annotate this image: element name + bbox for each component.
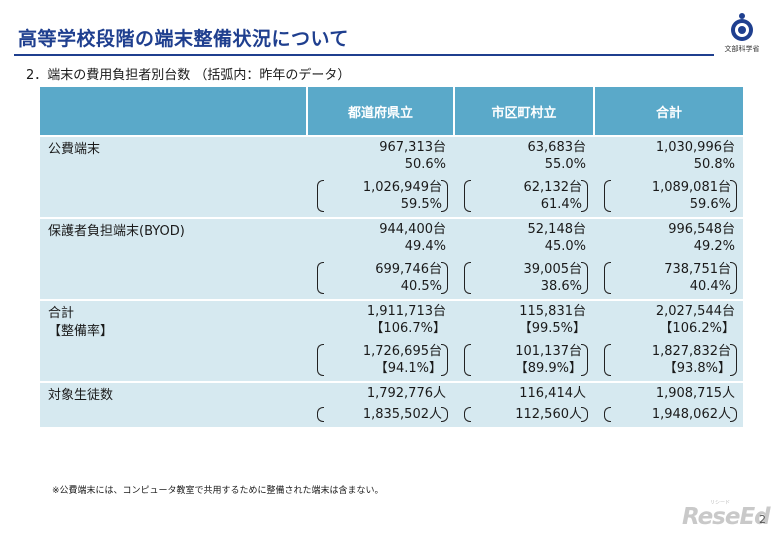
previous-year-value: 1,089,081台 59.6%	[602, 179, 737, 213]
footnote: ※公費端末には、コンピュータ教室で共用するために整備された端末は含まない。	[52, 486, 384, 496]
page-number: 2	[759, 513, 766, 526]
table-cell: 2,027,544台 【106.2%】 1,827,832台 【93.8%】	[594, 299, 743, 382]
prev-percent: 【93.8%】	[663, 361, 731, 376]
page-title: 高等学校段階の端末整備状況について	[18, 28, 349, 50]
mext-logo: 文部科学省	[716, 12, 768, 54]
row-label: 保護者負担端末(BYOD)	[40, 217, 307, 300]
watermark-kana: リシード	[710, 500, 731, 506]
value-count: 2,027,544台	[655, 304, 735, 319]
prev-count: 39,005台	[523, 262, 583, 277]
value-percent: 45.0%	[544, 239, 586, 254]
row-label: 対象生徒数	[40, 381, 307, 427]
value-count: 115,831台	[519, 304, 586, 319]
header-blank	[40, 87, 308, 136]
value-percent: 【106.2%】	[659, 321, 735, 336]
value-count: 944,400台	[379, 222, 446, 237]
previous-year-value: 1,026,949台 59.5%	[315, 179, 448, 213]
prev-student-count: 112,560人	[515, 407, 582, 422]
table-row: 保護者負担端末(BYOD) 944,400台 49.4% 699,746台 40…	[40, 217, 743, 300]
title-underline	[14, 54, 714, 56]
student-count: 1,792,776人	[366, 386, 446, 401]
prev-percent: 40.5%	[400, 279, 442, 294]
header-prefectural: 都道府県立	[307, 87, 455, 136]
table-row: 対象生徒数 1,792,776人 1,835,502人 116,414人 112…	[40, 381, 743, 427]
prev-student-count: 1,948,062人	[651, 407, 731, 422]
table-cell: 1,792,776人 1,835,502人	[307, 381, 454, 427]
prev-percent: 【94.1%】	[374, 361, 442, 376]
header-municipal: 市区町村立	[454, 87, 595, 136]
previous-year-value: 112,560人	[462, 406, 588, 423]
previous-year-value: 738,751台 40.4%	[602, 261, 737, 295]
value-count: 1,911,713台	[366, 304, 446, 319]
previous-year-value: 699,746台 40.5%	[315, 261, 448, 295]
student-count: 1,908,715人	[655, 386, 735, 401]
value-count: 52,148台	[527, 222, 587, 237]
previous-year-value: 1,948,062人	[602, 406, 737, 423]
value-percent: 55.0%	[544, 157, 586, 172]
header-total: 合計	[594, 87, 743, 136]
device-table: 都道府県立 市区町村立 合計 公費端末 967,313台 50.6% 1,026…	[40, 87, 743, 427]
row-label: 公費端末	[40, 135, 307, 218]
value-percent: 49.2%	[693, 239, 735, 254]
logo-text: 文部科学省	[724, 45, 760, 53]
prev-count: 62,132台	[523, 180, 583, 195]
table-cell: 996,548台 49.2% 738,751台 40.4%	[594, 217, 743, 300]
table-row: 公費端末 967,313台 50.6% 1,026,949台 59.5% 63,…	[40, 135, 743, 218]
row-label-text: 対象生徒数	[48, 388, 114, 403]
previous-year-value: 1,827,832台 【93.8%】	[602, 343, 737, 377]
value-count: 967,313台	[379, 140, 446, 155]
table-header-row: 都道府県立 市区町村立 合計	[40, 87, 743, 136]
value-count: 63,683台	[527, 140, 587, 155]
value-percent: 【99.5%】	[518, 321, 586, 336]
prev-percent: 【89.9%】	[514, 361, 582, 376]
value-percent: 50.6%	[404, 157, 446, 172]
prev-count: 1,726,695台	[362, 344, 442, 359]
previous-year-value: 101,137台 【89.9%】	[462, 343, 588, 377]
previous-year-value: 1,726,695台 【94.1%】	[315, 343, 448, 377]
mext-emblem-icon	[731, 13, 753, 41]
row-label: 合計 【整備率】	[40, 299, 307, 382]
table-cell: 116,414人 112,560人	[454, 381, 594, 427]
value-percent: 49.4%	[404, 239, 446, 254]
table-row: 合計 【整備率】 1,911,713台 【106.7%】 1,726,695台 …	[40, 299, 743, 382]
table-cell: 1,911,713台 【106.7%】 1,726,695台 【94.1%】	[307, 299, 454, 382]
value-count: 1,030,996台	[655, 140, 735, 155]
prev-percent: 59.5%	[400, 197, 442, 212]
table-cell: 1,030,996台 50.8% 1,089,081台 59.6%	[594, 135, 743, 218]
row-label-text: 保護者負担端末(BYOD)	[48, 224, 185, 239]
value-count: 996,548台	[668, 222, 735, 237]
prev-count: 1,827,832台	[651, 344, 731, 359]
table-cell: 52,148台 45.0% 39,005台 38.6%	[454, 217, 594, 300]
row-label-sub: 【整備率】	[48, 324, 114, 339]
prev-student-count: 1,835,502人	[362, 407, 442, 422]
prev-percent: 59.6%	[689, 197, 731, 212]
table-cell: 967,313台 50.6% 1,026,949台 59.5%	[307, 135, 454, 218]
section-subtitle: 2．端末の費用負担者別台数 （括弧内：昨年のデータ）	[26, 68, 351, 83]
prev-count: 1,026,949台	[362, 180, 442, 195]
prev-percent: 61.4%	[540, 197, 582, 212]
prev-percent: 40.4%	[689, 279, 731, 294]
table-cell: 944,400台 49.4% 699,746台 40.5%	[307, 217, 454, 300]
prev-count: 1,089,081台	[651, 180, 731, 195]
table-cell: 63,683台 55.0% 62,132台 61.4%	[454, 135, 594, 218]
row-label-text: 合計	[48, 306, 75, 321]
student-count: 116,414人	[519, 386, 586, 401]
prev-count: 699,746台	[375, 262, 442, 277]
resed-watermark: ReseEd	[682, 504, 771, 530]
table-cell: 1,908,715人 1,948,062人	[594, 381, 743, 427]
previous-year-value: 39,005台 38.6%	[462, 261, 588, 295]
previous-year-value: 1,835,502人	[315, 406, 448, 423]
prev-count: 101,137台	[515, 344, 582, 359]
previous-year-value: 62,132台 61.4%	[462, 179, 588, 213]
table-cell: 115,831台 【99.5%】 101,137台 【89.9%】	[454, 299, 594, 382]
value-percent: 50.8%	[693, 157, 735, 172]
prev-percent: 38.6%	[540, 279, 582, 294]
prev-count: 738,751台	[664, 262, 731, 277]
row-label-text: 公費端末	[48, 142, 101, 157]
value-percent: 【106.7%】	[370, 321, 446, 336]
